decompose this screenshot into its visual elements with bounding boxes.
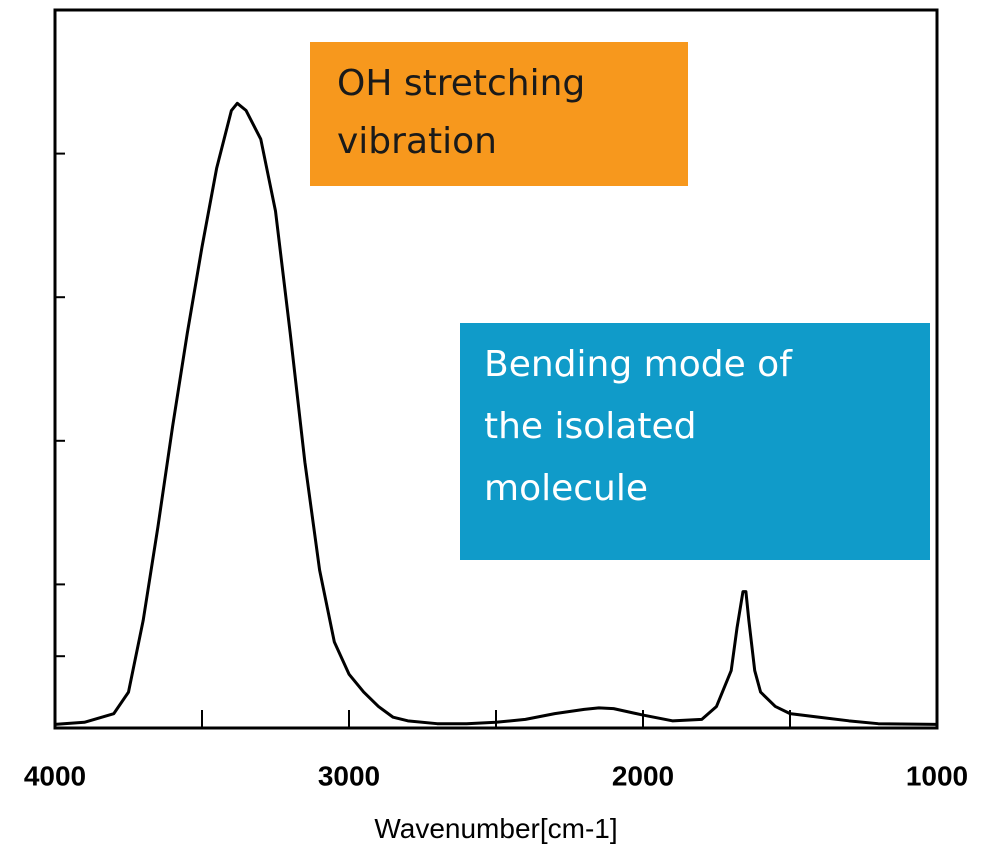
- spectrum-line: [54, 101, 938, 726]
- x-tick-label: 4000: [24, 760, 86, 791]
- annotation-box: [310, 42, 688, 186]
- annotation-text: Bending mode of: [484, 344, 793, 385]
- annotation-text: vibration: [337, 121, 497, 162]
- annotation-text: molecule: [484, 468, 648, 509]
- annotation-text: the isolated: [484, 406, 696, 447]
- annotation-box: [460, 323, 930, 560]
- annotation-text: OH stretching: [337, 63, 585, 104]
- x-axis-label: Wavenumber[cm-1]: [374, 813, 617, 844]
- x-tick-label: 3000: [318, 760, 380, 791]
- x-tick-label: 1000: [906, 760, 968, 791]
- x-tick-label: 2000: [612, 760, 674, 791]
